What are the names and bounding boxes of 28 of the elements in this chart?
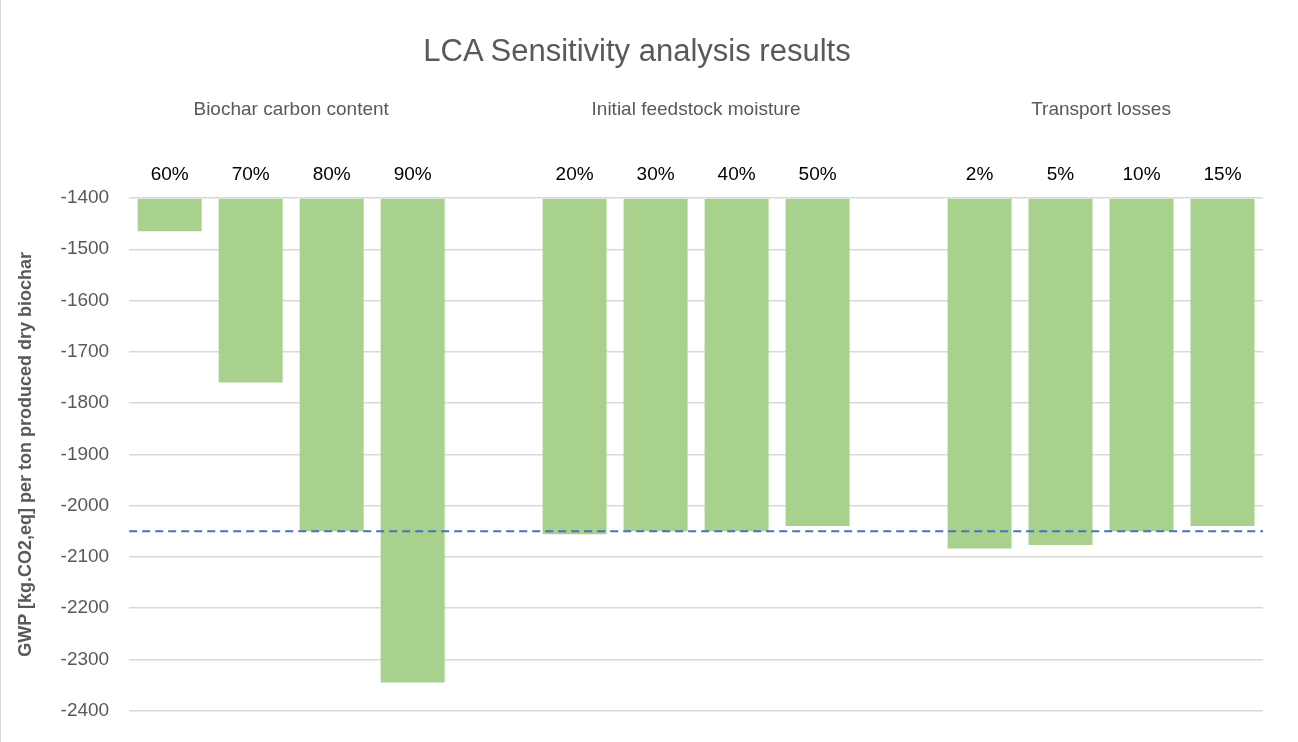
x-tick-label: 15% — [1203, 162, 1242, 184]
y-axis-title: GWP [kg.CO2,eq] per ton produced dry biochar — [14, 251, 35, 657]
y-tick-label: -2300 — [60, 647, 110, 669]
x-tick-label: 2% — [965, 162, 994, 184]
text: Transport losses — [1031, 98, 1171, 120]
x-tick-label: 10% — [1122, 162, 1161, 184]
y-tick-label: -1900 — [60, 442, 110, 464]
y-tick-label: -2100 — [60, 545, 110, 567]
x-tick-label: 70% — [231, 162, 270, 184]
y-tick-label: -2200 — [60, 596, 110, 618]
x-tick-label: 40% — [717, 162, 756, 184]
x-tick-label: 60% — [150, 162, 189, 184]
x-tick-label: 5% — [1046, 162, 1075, 184]
x-tick-label: 80% — [312, 162, 351, 184]
y-tick-label: -1400 — [60, 186, 110, 208]
y-tick-label: -1800 — [60, 391, 110, 413]
x-tick-label: 90% — [393, 162, 432, 184]
y-tick-label: -2000 — [60, 493, 110, 515]
x-tick-label: 30% — [636, 162, 675, 184]
x-tick-label: 20% — [555, 162, 594, 184]
x-tick-label: 50% — [798, 162, 837, 184]
chart-title: LCA Sensitivity analysis results — [423, 33, 851, 69]
y-tick-label: -1600 — [60, 288, 110, 310]
text: Initial feedstock moisture — [591, 98, 801, 120]
y-tick-label: -1500 — [60, 237, 110, 259]
y-tick-label: -2400 — [60, 698, 110, 720]
text: Biochar carbon content — [193, 98, 390, 120]
y-tick-label: -1700 — [60, 340, 110, 362]
